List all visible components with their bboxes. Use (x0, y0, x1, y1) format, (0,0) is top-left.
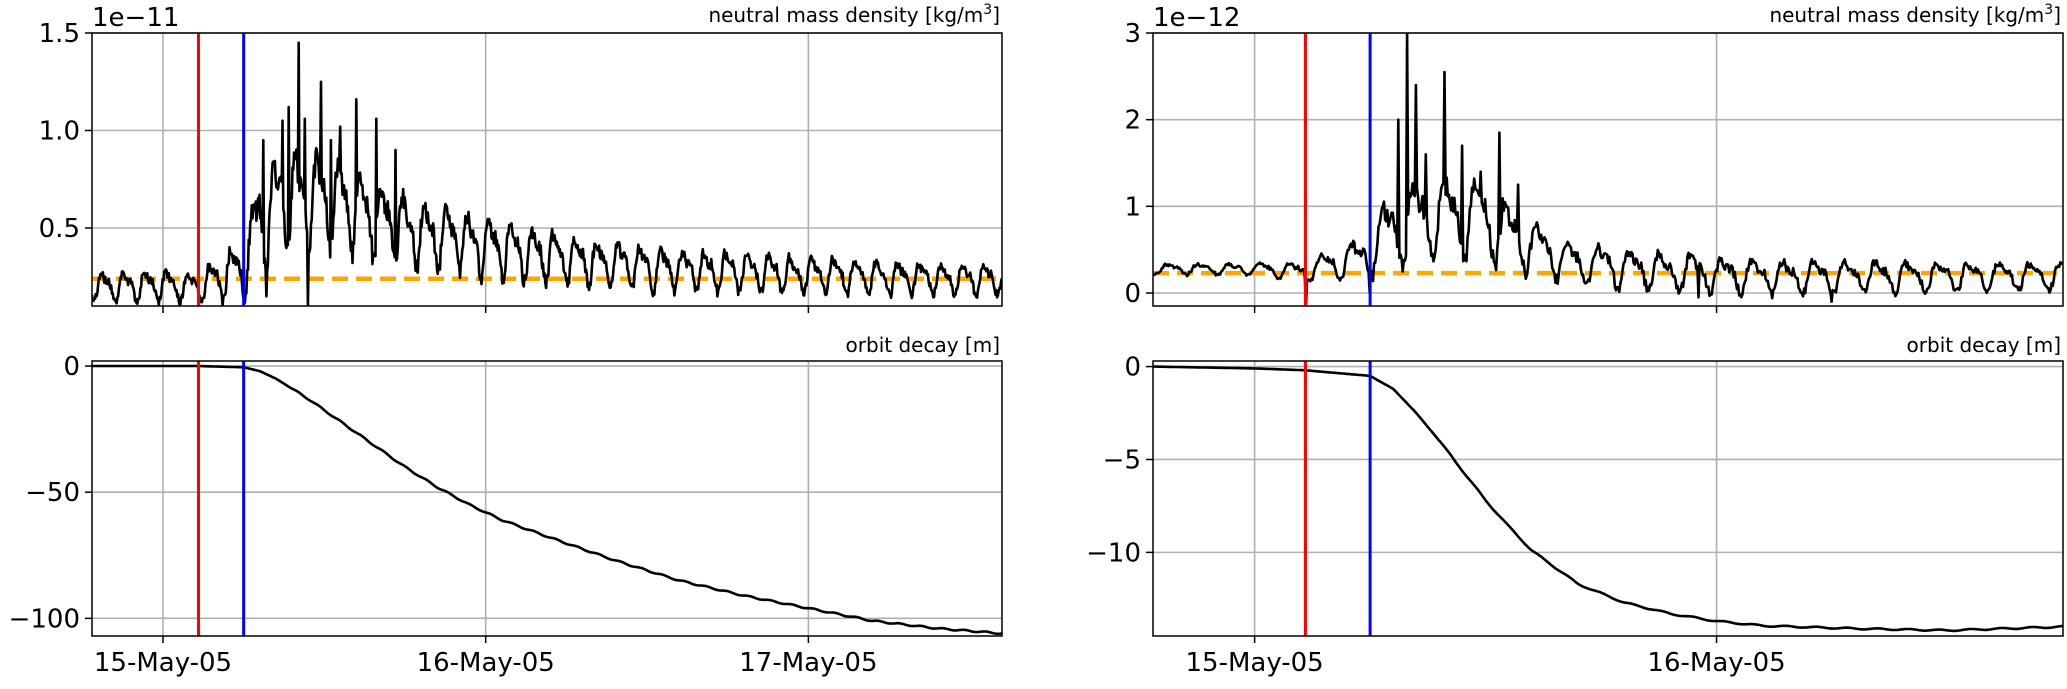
y-axis-ticks: 0 −50 −100 (9, 352, 92, 634)
axes-frame (91, 360, 1003, 637)
y-tick-label: 1 (1124, 192, 1141, 222)
x-axis-ticks (1253, 306, 1718, 313)
y-tick-label: 1.0 (39, 117, 80, 147)
y-offset-label: 1e−11 (92, 3, 179, 33)
y-tick-label: −100 (9, 604, 80, 634)
panel-title: orbit decay [m] (1907, 333, 2061, 357)
y-tick-label: 0.5 (39, 214, 80, 244)
y-tick-label: 1.5 (39, 19, 80, 49)
y-axis-ticks: 0 −5 −10 (1086, 353, 1153, 568)
panel-title: orbit decay [m] (846, 333, 1000, 357)
y-tick-label: 2 (1124, 106, 1141, 136)
x-axis-ticks: 15-May-05 16-May-05 17-May-05 (94, 636, 878, 678)
panel-title: neutral mass density [kg/m3] (1769, 2, 2061, 27)
panel-title: neutral mass density [kg/m3] (708, 2, 1000, 27)
y-tick-label: −5 (1103, 445, 1141, 475)
y-tick-label: 0 (63, 352, 80, 382)
panel-right-density: neutral mass density [kg/m3] 1e−12 0 1 2 3 (1124, 2, 2064, 313)
x-axis-ticks: 15-May-05 16-May-05 (1186, 636, 1786, 678)
x-tick-label: 16-May-05 (1647, 648, 1785, 678)
panel-left-decay: orbit decay [m] 0 −50 −100 15-May-05 16-May… (9, 333, 1003, 678)
y-tick-label: −10 (1086, 538, 1141, 568)
plot-content (1153, 361, 2063, 636)
plot-content (1153, 33, 2063, 306)
x-tick-label: 16-May-05 (417, 648, 555, 678)
y-tick-label: 0 (1124, 279, 1141, 309)
y-tick-label: −50 (25, 478, 80, 508)
axes-frame (1152, 360, 2064, 637)
panel-right-decay: orbit decay [m] 0 −5 −10 15-May-05 16-May-0… (1086, 333, 2064, 678)
axes-frame (1152, 32, 2064, 307)
panel-left-density: neutral mass density [kg/m3] 1e−11 0.5 1.… (39, 2, 1003, 313)
y-offset-label: 1e−12 (1153, 3, 1240, 33)
x-axis-ticks (162, 306, 810, 313)
y-tick-label: 0 (1124, 353, 1141, 383)
y-axis-ticks: 0 1 2 3 (1124, 19, 1153, 309)
y-axis-ticks: 0.5 1.0 1.5 (39, 19, 92, 244)
x-tick-label: 15-May-05 (1186, 648, 1324, 678)
y-tick-label: 3 (1124, 19, 1141, 49)
plot-content (92, 361, 1002, 636)
x-tick-label: 15-May-05 (94, 648, 232, 678)
plot-content (92, 33, 1002, 306)
axes-frame (91, 32, 1003, 307)
x-tick-label: 17-May-05 (739, 648, 877, 678)
